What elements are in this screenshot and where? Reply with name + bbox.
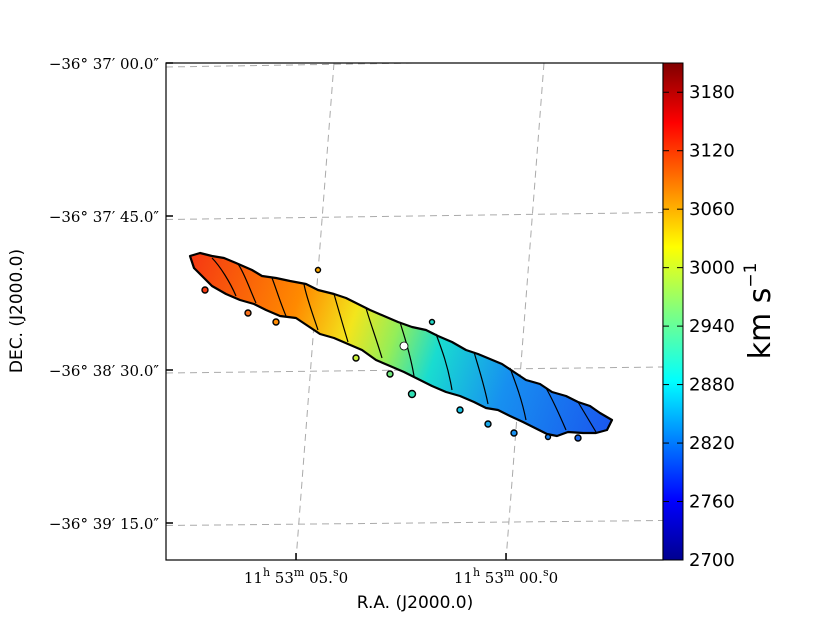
emission-blob: [314, 266, 322, 274]
colorbar-tick-label: 2700: [689, 550, 735, 571]
contour-line: [211, 257, 237, 297]
colorbar-tick-label: 3060: [689, 199, 735, 220]
svg-text:km s−1: km s−1: [741, 263, 778, 360]
contour-line: [473, 351, 489, 405]
emission-blob: [272, 318, 280, 326]
grid-line-dec: [166, 212, 663, 220]
emission-blob: [456, 406, 464, 414]
contour-line: [509, 367, 527, 421]
emission-blob: [484, 420, 492, 428]
emission-blob: [244, 309, 252, 317]
emission-blob: [510, 429, 518, 437]
x-axis-label: R.A. (J2000.0): [357, 593, 474, 613]
y-tick-label: −36° 38′ 30.0″: [49, 362, 160, 380]
emission-blob: [386, 370, 394, 378]
x-tick-label: 11h 53m 00.s0: [454, 566, 558, 587]
velocity-field: [188, 251, 614, 442]
colorbar-unit-exponent: −1: [741, 263, 761, 288]
grid-lines: [166, 63, 663, 560]
colorbar: [662, 62, 684, 561]
axis-ticks: [166, 62, 507, 560]
y-tick-label: −36° 37′ 00.0″: [49, 55, 160, 73]
emission-blob: [544, 433, 552, 441]
contour-line: [365, 307, 383, 359]
plot-area: [166, 63, 663, 560]
colorbar-tick-label: 2760: [689, 492, 735, 513]
emission-blob: [574, 434, 582, 442]
colorbar-tick-label: 3180: [689, 82, 735, 103]
grid-line-dec: [166, 520, 663, 526]
x-tick-label: 11h 53m 05.s0: [244, 566, 348, 587]
colorbar-tick-label: 2940: [689, 316, 735, 337]
contour-line: [237, 263, 257, 304]
colorbar-tick-label: 2820: [689, 433, 735, 454]
emission-blob: [428, 318, 436, 326]
contour-line: [545, 387, 567, 431]
x-tick-labels: 11h 53m 05.s0 11h 53m 00.s0: [244, 566, 558, 587]
contour-line: [333, 293, 349, 343]
emission-blob: [201, 286, 209, 294]
colorbar-unit: km s: [743, 288, 778, 360]
y-tick-label: −36° 37′ 45.0″: [49, 208, 160, 226]
colorbar-tick-label: 3000: [689, 258, 735, 279]
colorbar-tick-label: 2880: [689, 375, 735, 396]
grid-line-dec: [166, 366, 663, 374]
emission-blob: [352, 354, 360, 362]
contour-line: [577, 401, 597, 433]
y-tick-label: −36° 39′ 15.0″: [49, 515, 160, 533]
colorbar-tick-label: 3120: [689, 141, 735, 162]
contour-line: [303, 283, 319, 331]
y-axis-label: DEC. (J2000.0): [7, 249, 27, 373]
contour-line: [271, 277, 287, 317]
colorbar-ticks: 3180 3120 3060 3000 2940 2880 2820 2760 2700: [663, 82, 735, 571]
emission-blob: [407, 389, 417, 399]
colorbar-title: km s−1: [741, 263, 778, 360]
y-tick-labels: −36° 37′ 00.0″ −36° 37′ 45.0″ −36° 38′ 30.…: [49, 55, 160, 533]
nucleus-marker: [399, 341, 409, 351]
contour-line: [435, 333, 453, 391]
